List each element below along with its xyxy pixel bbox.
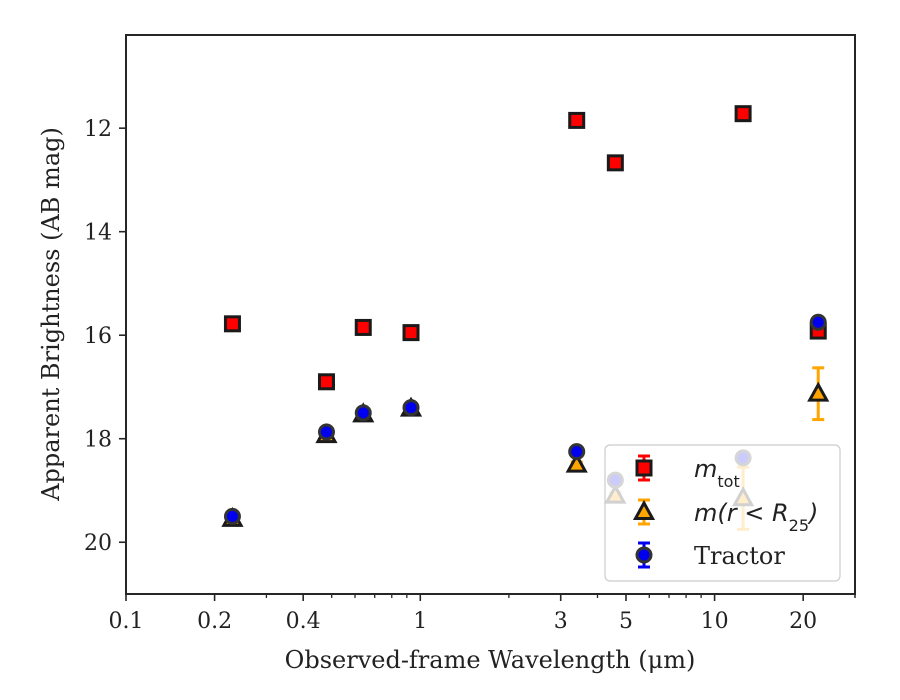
data-point-square — [606, 154, 624, 172]
x-tick-label: 0.4 — [286, 609, 321, 634]
x-tick-label: 5 — [619, 609, 633, 634]
y-tick-label: 12 — [84, 117, 112, 142]
y-axis-label: Apparent Brightness (AB mag) — [37, 127, 65, 502]
data-point-circle — [402, 399, 420, 417]
x-axis: 0.1 0.2 0.4 1 3 5 10 20 — [109, 594, 856, 634]
y-tick-label: 18 — [84, 428, 112, 453]
data-point-circle — [223, 507, 241, 525]
data-point-square — [317, 373, 335, 391]
legend-marker-circle — [635, 546, 653, 564]
x-tick-label: 20 — [789, 609, 817, 634]
x-tick-label: 0.2 — [197, 609, 232, 634]
data-point-square — [354, 318, 372, 336]
x-tick-label: 0.1 — [109, 609, 144, 634]
legend-marker-triangle — [632, 499, 656, 520]
y-axis: 12 14 16 18 20 — [84, 117, 126, 556]
legend-box — [604, 444, 841, 582]
data-point-circle — [568, 443, 586, 461]
y-tick-label: 16 — [84, 324, 112, 349]
data-point-square — [402, 324, 420, 342]
legend-label: m(r < R25) — [694, 499, 818, 535]
data-point-triangle — [565, 452, 588, 473]
y-tick-label: 14 — [84, 221, 112, 246]
x-tick-label: 1 — [413, 609, 427, 634]
plot-frame — [125, 34, 856, 595]
data-point-square — [223, 315, 241, 333]
y-tick-label: 20 — [84, 531, 112, 556]
data-point-triangle — [807, 381, 830, 402]
x-tick-label: 10 — [701, 609, 729, 634]
x-axis-label: Observed-frame Wavelength (μm) — [285, 646, 696, 674]
legend: mtot m(r < R25) Tractor — [604, 444, 841, 582]
legend-label: Tractor — [694, 542, 785, 570]
data-point-square — [568, 111, 586, 129]
data-point-square — [734, 105, 752, 123]
data-point-circle — [354, 404, 372, 422]
data-point-circle — [809, 313, 827, 331]
legend-marker-square — [635, 459, 653, 477]
data-point-circle — [317, 423, 335, 441]
legend-label: mtot — [694, 455, 740, 491]
series-square — [223, 105, 827, 391]
x-tick-label: 3 — [554, 609, 568, 634]
